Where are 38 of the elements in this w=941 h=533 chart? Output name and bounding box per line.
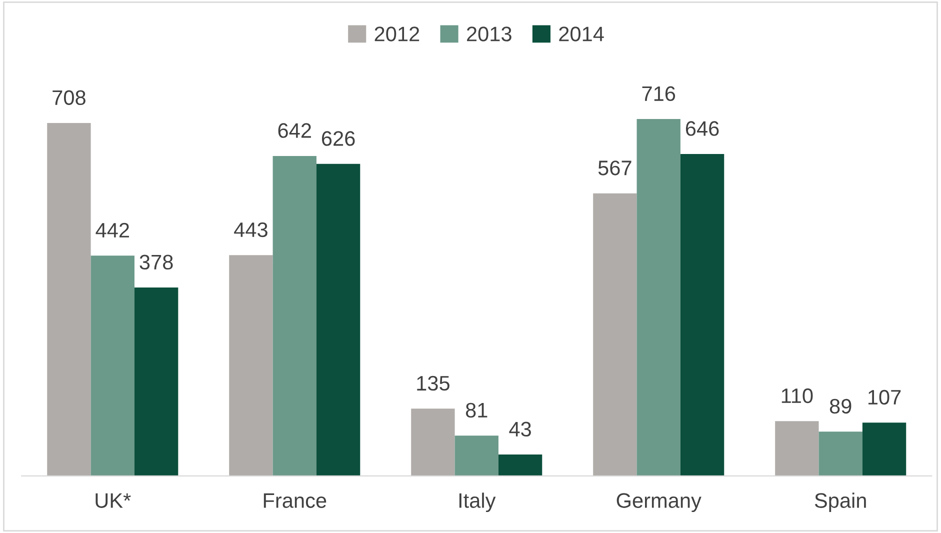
x-tick-label: UK* xyxy=(96,493,131,508)
bar xyxy=(134,288,178,476)
data-label: 110 xyxy=(782,388,813,404)
bar xyxy=(775,421,819,476)
data-label: 716 xyxy=(642,86,676,102)
data-label: 626 xyxy=(322,131,355,146)
bar xyxy=(316,164,360,476)
data-label: 378 xyxy=(140,254,173,270)
data-label: 107 xyxy=(868,390,901,405)
legend-label: 2013 xyxy=(466,26,512,42)
legend-label: 2012 xyxy=(374,26,420,42)
bar xyxy=(498,454,542,476)
data-label: 81 xyxy=(466,402,488,418)
data-label: 89 xyxy=(830,398,852,414)
data-label: 642 xyxy=(278,123,311,138)
bar xyxy=(593,193,637,476)
legend-label: 2014 xyxy=(559,26,604,42)
x-tick-label: France xyxy=(264,493,326,508)
bar xyxy=(47,123,91,476)
bar xyxy=(90,256,134,476)
bar xyxy=(862,422,906,476)
data-label: 567 xyxy=(598,160,632,176)
bar xyxy=(411,408,455,476)
data-label: 442 xyxy=(96,222,129,238)
bar xyxy=(229,255,273,476)
x-tick-label: Germany xyxy=(616,493,702,512)
bar xyxy=(818,432,862,476)
bar xyxy=(454,436,498,476)
data-label: 135 xyxy=(417,376,450,391)
data-label: 646 xyxy=(686,121,719,136)
bar xyxy=(272,156,316,476)
data-label: 708 xyxy=(52,90,86,106)
bar xyxy=(636,119,680,476)
data-label: 43 xyxy=(509,422,531,437)
x-tick-label: Italy xyxy=(459,492,496,512)
bar xyxy=(680,154,724,476)
x-tick-label: Spain xyxy=(814,492,866,512)
data-label: 443 xyxy=(234,222,268,238)
